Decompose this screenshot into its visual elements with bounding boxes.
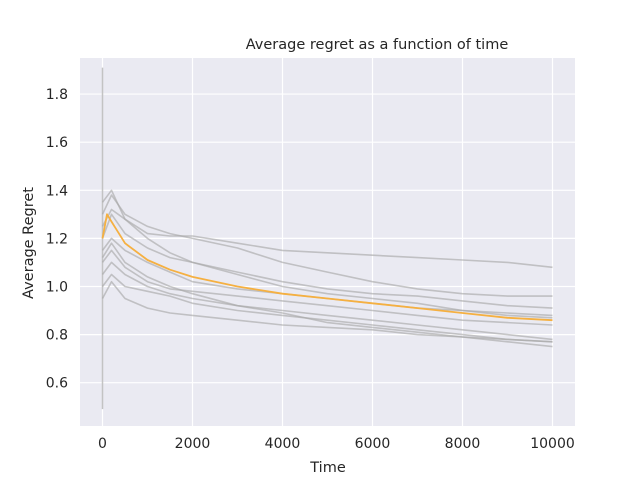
y-tick-label: 1.8	[46, 87, 68, 103]
mean-series-line	[101, 213, 553, 322]
y-tick-label: 0.6	[46, 376, 68, 392]
run-series-line	[101, 194, 553, 297]
y-tick-label: 1.0	[46, 279, 68, 295]
plot-area	[80, 58, 575, 426]
x-tick-label: 8000	[445, 436, 481, 452]
x-axis-ticks: 0 2000 4000 6000 8000 10000	[98, 436, 575, 452]
y-tick-label: 0.8	[46, 328, 68, 344]
run-series-line	[101, 249, 553, 326]
x-tick-label: 6000	[355, 436, 391, 452]
y-axis-label: Average Regret	[21, 187, 37, 299]
run-series-line	[101, 213, 553, 309]
y-axis-ticks: 0.6 0.8 1.0 1.2 1.4 1.6 1.8	[46, 87, 68, 392]
x-tick-label: 4000	[265, 436, 301, 452]
x-tick-label: 0	[98, 436, 107, 452]
y-tick-label: 1.6	[46, 135, 68, 151]
y-tick-label: 1.2	[46, 231, 68, 247]
run-series-line	[101, 273, 553, 343]
run-series-line	[101, 189, 553, 319]
run-series-line	[101, 261, 553, 341]
run-series-line	[101, 280, 553, 343]
x-tick-label: 10000	[530, 436, 575, 452]
x-tick-label: 2000	[175, 436, 211, 452]
x-axis-label: Time	[309, 460, 346, 476]
chart-title: Average regret as a function of time	[246, 37, 509, 53]
y-tick-label: 1.4	[46, 183, 68, 199]
series-lines	[101, 67, 553, 410]
